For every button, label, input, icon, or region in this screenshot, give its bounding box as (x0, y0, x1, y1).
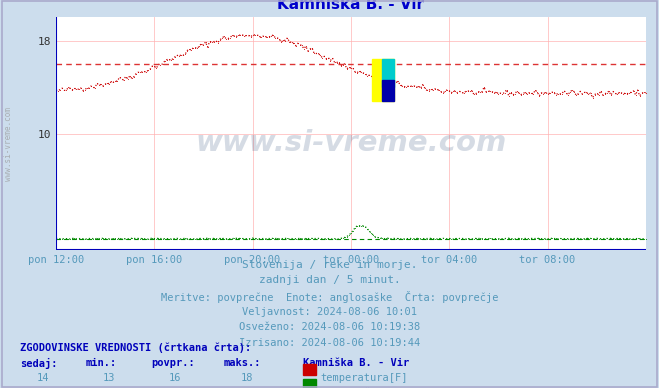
Text: min.:: min.: (86, 358, 117, 368)
Text: Izrisano: 2024-08-06 10:19:44: Izrisano: 2024-08-06 10:19:44 (239, 338, 420, 348)
Text: 14: 14 (37, 373, 49, 383)
Text: www.si-vreme.com: www.si-vreme.com (195, 129, 507, 157)
Text: temperatura[F]: temperatura[F] (320, 373, 408, 383)
Text: povpr.:: povpr.: (152, 358, 195, 368)
Text: Slovenija / reke in morje.: Slovenija / reke in morje. (242, 260, 417, 270)
Bar (372, 59, 394, 101)
Title: Kamniška B. - Vir: Kamniška B. - Vir (277, 0, 424, 12)
Text: www.si-vreme.com: www.si-vreme.com (4, 107, 13, 180)
Text: ZGODOVINSKE VREDNOSTI (črtkana črta):: ZGODOVINSKE VREDNOSTI (črtkana črta): (20, 342, 251, 353)
Bar (382, 80, 394, 101)
Text: Kamniška B. - Vir: Kamniška B. - Vir (303, 358, 409, 368)
Text: Osveženo: 2024-08-06 10:19:38: Osveženo: 2024-08-06 10:19:38 (239, 322, 420, 332)
Bar (382, 59, 394, 87)
Text: zadnji dan / 5 minut.: zadnji dan / 5 minut. (258, 275, 401, 286)
Text: 13: 13 (103, 373, 115, 383)
Text: Meritve: povprečne  Enote: anglosaške  Črta: povprečje: Meritve: povprečne Enote: anglosaške Črt… (161, 291, 498, 303)
Text: Veljavnost: 2024-08-06 10:01: Veljavnost: 2024-08-06 10:01 (242, 307, 417, 317)
Text: maks.:: maks.: (224, 358, 262, 368)
Text: 18: 18 (241, 373, 254, 383)
Text: 16: 16 (169, 373, 181, 383)
Text: sedaj:: sedaj: (20, 358, 57, 369)
